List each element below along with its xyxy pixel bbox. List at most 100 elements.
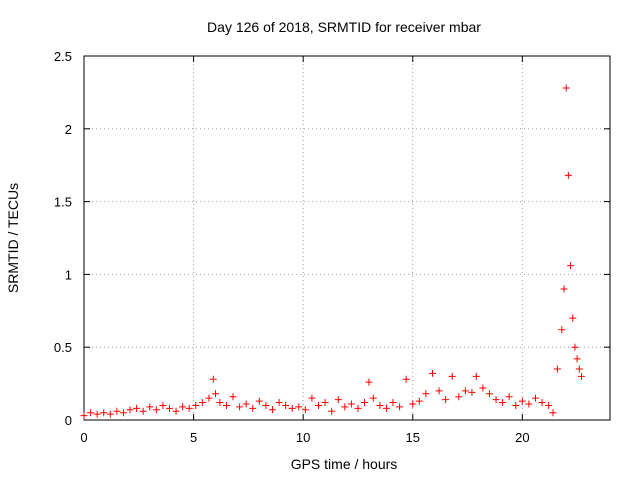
data-point	[545, 401, 553, 409]
x-tick-label: 5	[190, 430, 197, 445]
data-point	[165, 404, 173, 412]
data-point	[485, 390, 493, 398]
data-point	[192, 401, 200, 409]
data-point	[558, 326, 566, 334]
data-point	[553, 365, 561, 373]
data-point	[229, 393, 237, 401]
data-point	[448, 372, 456, 380]
data-point	[255, 397, 263, 405]
chart-title: Day 126 of 2018, SRMTID for receiver mba…	[207, 19, 481, 35]
data-point	[308, 394, 316, 402]
data-point	[422, 390, 430, 398]
data-point	[146, 403, 154, 411]
x-axis-label: GPS time / hours	[291, 456, 398, 472]
data-point	[409, 400, 417, 408]
y-tick-label: 0.5	[54, 340, 72, 355]
data-point	[341, 403, 349, 411]
data-point	[573, 355, 581, 363]
data-point	[315, 401, 323, 409]
data-point	[282, 401, 290, 409]
data-point	[472, 372, 480, 380]
data-point	[505, 393, 513, 401]
data-point	[126, 406, 134, 414]
data-point	[275, 399, 283, 407]
data-point	[222, 401, 230, 409]
data-point	[538, 399, 546, 407]
data-point	[87, 409, 95, 417]
y-axis-label: SRMTID / TECUs	[5, 183, 21, 293]
y-tick-label: 1.5	[54, 195, 72, 210]
data-point	[347, 400, 355, 408]
data-point	[575, 365, 583, 373]
data-point	[354, 404, 362, 412]
axis-ticks: 0 5 10 15 20 0 0.5 1 1.5 2 2.5	[54, 49, 610, 445]
data-point	[288, 404, 296, 412]
data-point	[455, 393, 463, 401]
data-point	[133, 404, 141, 412]
y-tick-label: 2.5	[54, 49, 72, 64]
data-point	[268, 406, 276, 414]
data-point	[564, 171, 572, 179]
data-point	[369, 394, 377, 402]
data-point	[328, 407, 336, 415]
data-point	[531, 394, 539, 402]
data-point	[468, 388, 476, 396]
data-point	[560, 285, 568, 293]
data-point	[262, 401, 270, 409]
data-point	[106, 410, 114, 418]
y-tick-label: 2	[65, 122, 72, 137]
data-point	[198, 399, 206, 407]
data-point	[179, 403, 187, 411]
x-tick-label: 15	[406, 430, 420, 445]
data-point	[361, 399, 369, 407]
data-point	[159, 401, 167, 409]
data-point	[249, 404, 257, 412]
data-point	[389, 399, 397, 407]
data-point	[301, 406, 309, 414]
data-point	[334, 396, 342, 404]
grid	[84, 56, 610, 420]
data-point	[205, 394, 213, 402]
data-point	[499, 399, 507, 407]
y-tick-label: 0	[65, 413, 72, 428]
data-point	[549, 409, 557, 417]
data-point	[113, 407, 121, 415]
data-point	[518, 397, 526, 405]
data-point	[492, 396, 500, 404]
data-point	[479, 384, 487, 392]
data-point	[100, 409, 108, 417]
data-point	[428, 369, 436, 377]
data-point	[236, 403, 244, 411]
data-point	[80, 412, 88, 420]
data-point	[461, 387, 469, 395]
data-point	[242, 400, 250, 408]
data-point	[185, 404, 193, 412]
data-point	[396, 403, 404, 411]
data-point	[382, 404, 390, 412]
data-point	[415, 397, 423, 405]
data-point	[321, 399, 329, 407]
data-point	[569, 314, 577, 322]
x-tick-label: 20	[515, 430, 529, 445]
data-point	[571, 343, 579, 351]
data-markers	[80, 84, 586, 420]
data-point	[365, 378, 373, 386]
data-point	[402, 375, 410, 383]
data-point	[172, 407, 180, 415]
data-point	[119, 409, 127, 417]
data-point	[295, 403, 303, 411]
data-point	[435, 387, 443, 395]
data-point	[525, 400, 533, 408]
data-point	[562, 84, 570, 92]
data-point	[216, 399, 224, 407]
data-point	[578, 372, 586, 380]
data-point	[152, 406, 160, 414]
plot-frame	[83, 55, 611, 421]
data-point	[512, 401, 520, 409]
data-point	[212, 390, 219, 398]
data-point	[93, 410, 101, 418]
data-point	[442, 396, 450, 404]
y-tick-label: 1	[65, 267, 72, 282]
data-point	[376, 401, 384, 409]
